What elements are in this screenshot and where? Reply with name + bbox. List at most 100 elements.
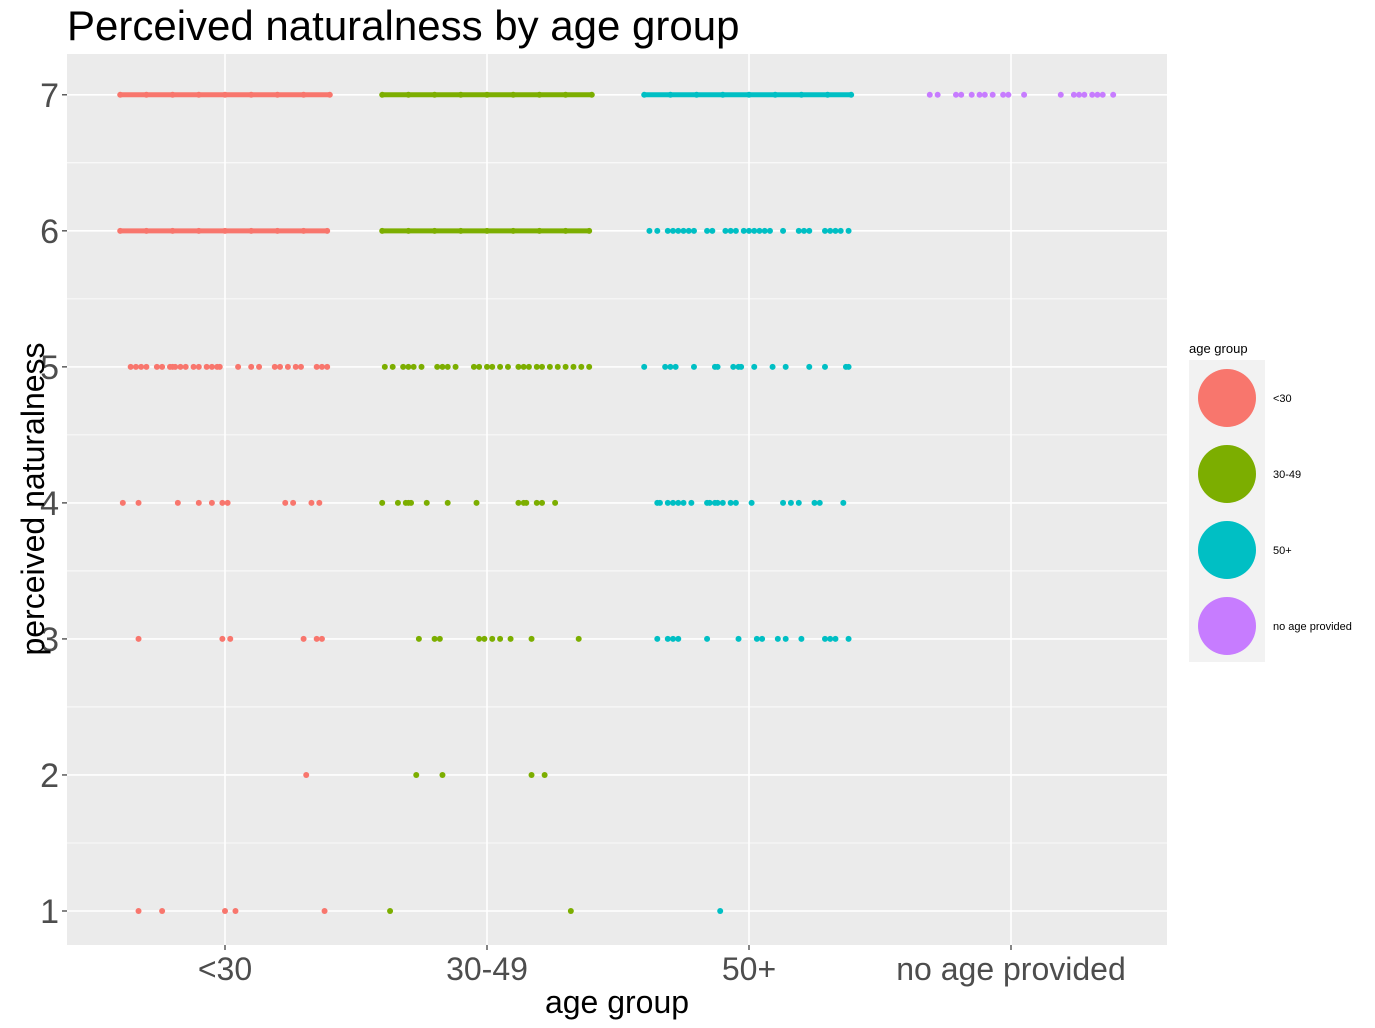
data-point [515, 363, 522, 370]
data-point [219, 499, 226, 506]
data-point [143, 227, 150, 234]
data-point [153, 363, 160, 370]
data-point [848, 91, 855, 98]
data-point [177, 363, 184, 370]
data-point [845, 227, 852, 234]
data-point [381, 363, 388, 370]
data-point [484, 227, 490, 234]
data-point [1000, 91, 1007, 98]
data-point [656, 499, 663, 506]
data-point [801, 227, 808, 234]
legend-items: <30 30-49 50+ no age provided [1198, 369, 1352, 655]
data-point [405, 227, 412, 234]
data-point [586, 227, 593, 234]
data-point [143, 363, 150, 370]
data-point [738, 363, 745, 370]
data-point [735, 635, 742, 642]
data-point [539, 499, 546, 506]
data-point [520, 363, 527, 370]
data-point [816, 499, 823, 506]
data-point [772, 91, 779, 98]
data-point [533, 363, 540, 370]
data-point [1110, 91, 1117, 98]
data-point [379, 227, 386, 234]
data-point [646, 227, 653, 234]
data-point [271, 363, 278, 370]
data-point [476, 635, 483, 642]
data-point [528, 771, 535, 778]
data-point [489, 363, 496, 370]
data-point [719, 499, 726, 506]
data-point [821, 635, 828, 642]
data-point [759, 635, 766, 642]
data-point [481, 635, 488, 642]
data-point [782, 363, 789, 370]
data-point [159, 907, 166, 914]
data-point [546, 363, 553, 370]
data-point [732, 227, 739, 234]
x-tick-label: no age provided [896, 951, 1126, 987]
data-point [203, 363, 210, 370]
data-point [138, 363, 145, 370]
data-point [541, 771, 548, 778]
data-point [300, 91, 307, 98]
data-point [756, 227, 763, 234]
data-point [680, 499, 687, 506]
data-point [989, 91, 996, 98]
data-point [418, 363, 425, 370]
data-point [706, 499, 713, 506]
data-point [769, 363, 776, 370]
data-point [436, 635, 443, 642]
data-point [751, 227, 758, 234]
data-point [1057, 91, 1064, 98]
data-point [523, 499, 530, 506]
data-point [127, 363, 134, 370]
data-point [795, 227, 802, 234]
data-point [439, 363, 446, 370]
legend-key [1198, 369, 1256, 427]
data-point [667, 91, 674, 98]
data-point [958, 91, 965, 98]
data-point [562, 227, 569, 234]
data-point [457, 91, 464, 98]
data-point [780, 227, 787, 234]
data-point [824, 91, 831, 98]
data-point [751, 363, 758, 370]
data-point [313, 363, 320, 370]
data-point [782, 635, 789, 642]
data-point [672, 363, 679, 370]
data-point [693, 91, 700, 98]
y-axis-label: perceived naturalness [15, 342, 51, 655]
data-point [719, 91, 726, 98]
data-point [423, 499, 430, 506]
data-point [976, 91, 983, 98]
data-point [1076, 91, 1083, 98]
data-point [318, 363, 325, 370]
series-group [926, 91, 1117, 98]
legend-key [1198, 521, 1256, 579]
data-point [219, 635, 226, 642]
data-point [664, 227, 671, 234]
data-point [806, 227, 813, 234]
data-point [641, 91, 648, 98]
data-point [539, 363, 546, 370]
data-point [952, 91, 959, 98]
data-point [811, 499, 818, 506]
data-point [704, 227, 711, 234]
data-point [208, 363, 215, 370]
data-point [821, 227, 828, 234]
data-point [840, 499, 847, 506]
data-point [748, 499, 755, 506]
y-tick-label: 3 [40, 621, 59, 659]
legend: age group <30 30-49 50+ no age provided [1189, 341, 1352, 662]
data-point [208, 499, 215, 506]
legend-label: no age provided [1273, 621, 1352, 633]
data-point [318, 635, 325, 642]
data-point [405, 363, 412, 370]
data-point [379, 91, 386, 98]
data-point [675, 499, 682, 506]
data-point [567, 907, 574, 914]
data-point [222, 907, 228, 914]
data-point [117, 91, 124, 98]
data-point [670, 499, 677, 506]
